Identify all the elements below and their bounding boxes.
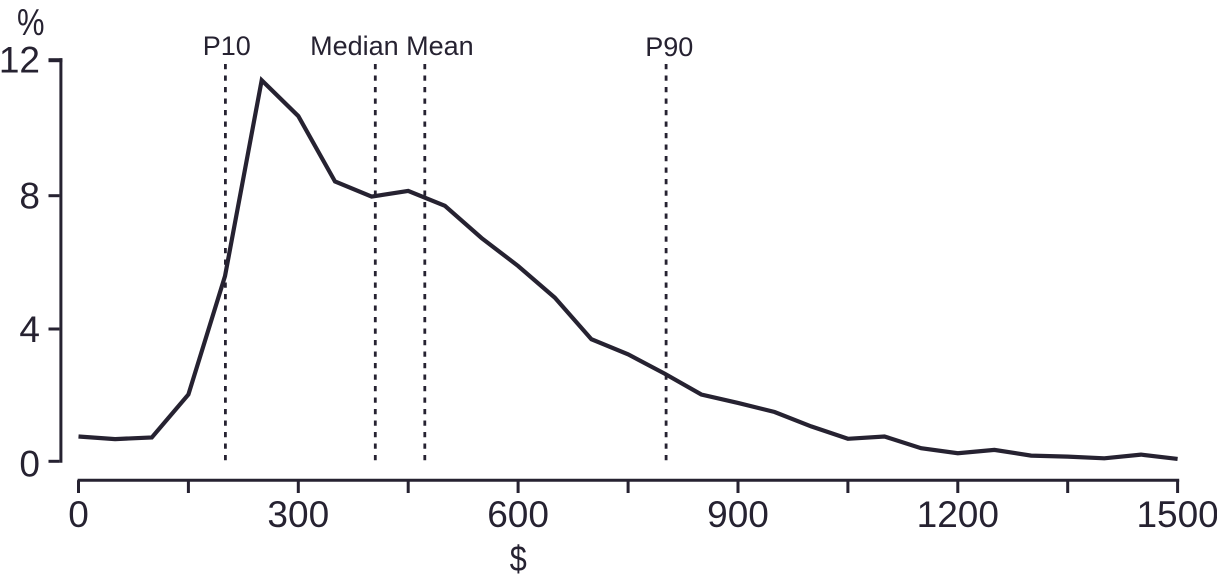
svg-text:Mean: Mean	[406, 31, 474, 61]
svg-text:P90: P90	[645, 32, 693, 62]
svg-text:0: 0	[19, 444, 40, 485]
svg-text:4: 4	[19, 309, 40, 350]
svg-text:Median: Median	[310, 31, 399, 61]
svg-text:900: 900	[707, 494, 769, 535]
svg-text:300: 300	[267, 494, 329, 535]
svg-text:12: 12	[0, 40, 40, 81]
svg-text:8: 8	[19, 176, 40, 217]
svg-text:%: %	[17, 2, 45, 43]
svg-text:$: $	[510, 538, 527, 577]
svg-text:1200: 1200	[917, 494, 999, 535]
svg-text:0: 0	[68, 494, 89, 535]
svg-text:600: 600	[487, 494, 549, 535]
svg-text:P10: P10	[203, 31, 251, 61]
svg-text:1500: 1500	[1136, 494, 1217, 535]
